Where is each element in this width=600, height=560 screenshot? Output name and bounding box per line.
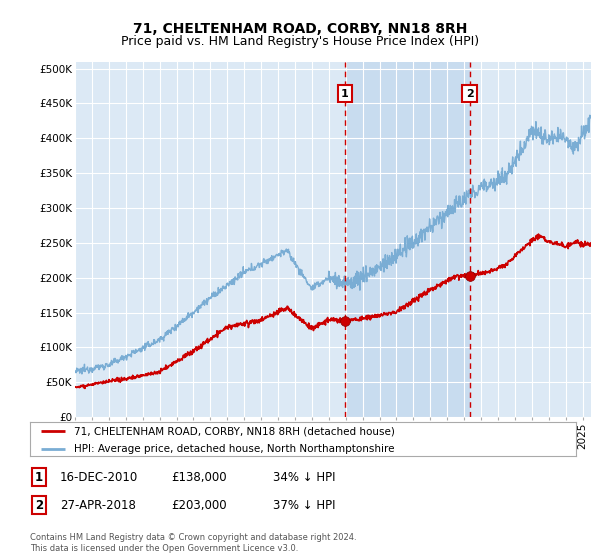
Text: £138,000: £138,000	[171, 470, 227, 484]
Bar	[345, 62, 470, 417]
Text: Price paid vs. HM Land Registry's House Price Index (HPI): Price paid vs. HM Land Registry's House …	[121, 35, 479, 48]
Text: 2: 2	[466, 88, 473, 99]
Text: HPI: Average price, detached house, North Northamptonshire: HPI: Average price, detached house, Nort…	[74, 444, 394, 454]
Text: 37% ↓ HPI: 37% ↓ HPI	[273, 498, 335, 512]
Text: 34% ↓ HPI: 34% ↓ HPI	[273, 470, 335, 484]
Text: 1: 1	[341, 88, 349, 99]
Text: Contains HM Land Registry data © Crown copyright and database right 2024.
This d: Contains HM Land Registry data © Crown c…	[30, 533, 356, 553]
Text: 2: 2	[35, 498, 43, 512]
Text: 16-DEC-2010: 16-DEC-2010	[60, 470, 138, 484]
Text: 27-APR-2018: 27-APR-2018	[60, 498, 136, 512]
Text: 71, CHELTENHAM ROAD, CORBY, NN18 8RH: 71, CHELTENHAM ROAD, CORBY, NN18 8RH	[133, 22, 467, 36]
Text: 1: 1	[35, 470, 43, 484]
Text: 71, CHELTENHAM ROAD, CORBY, NN18 8RH (detached house): 71, CHELTENHAM ROAD, CORBY, NN18 8RH (de…	[74, 426, 395, 436]
Text: £203,000: £203,000	[171, 498, 227, 512]
